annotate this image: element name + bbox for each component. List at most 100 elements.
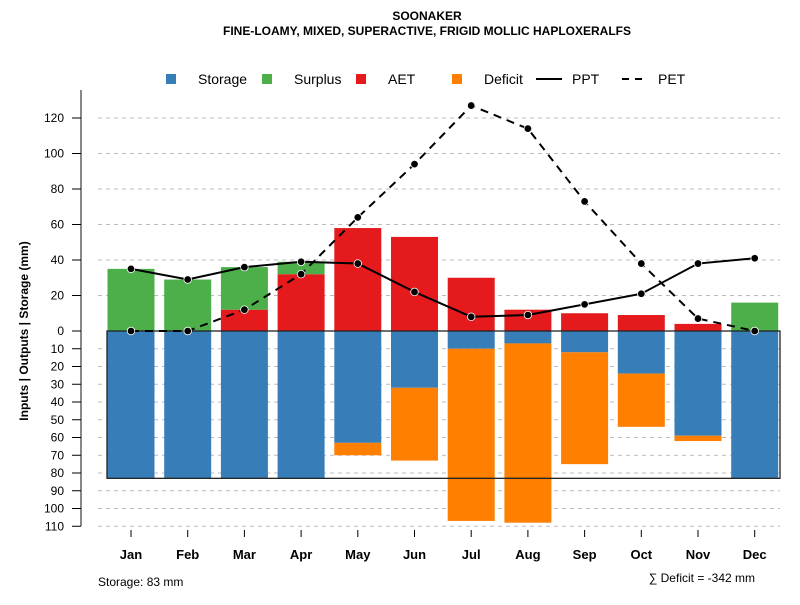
bar-surplus (220, 267, 268, 310)
bar-storage (674, 331, 722, 436)
x-tick-label: Apr (290, 547, 312, 562)
point-ppt (637, 289, 646, 298)
x-tick-label: Nov (686, 547, 711, 562)
y-tick-label: 0 (57, 324, 64, 338)
y-tick-label: 100 (44, 147, 64, 161)
y-tick-label: 40 (51, 395, 65, 409)
y-tick-label: 60 (51, 218, 65, 232)
x-tick-label: Dec (743, 547, 767, 562)
point-ppt (183, 275, 192, 284)
bar-deficit (504, 343, 552, 523)
point-pet (353, 213, 362, 222)
legend-label-ppt: PPT (572, 71, 600, 87)
point-ppt (580, 300, 589, 309)
y-tick-label: 90 (51, 484, 65, 498)
point-pet (410, 159, 419, 169)
x-tick-label: Mar (233, 547, 256, 562)
line-pet (131, 104, 755, 332)
y-tick-label: 10 (51, 342, 65, 356)
storage-capacity-box (106, 330, 781, 479)
y-tick-label: 30 (51, 377, 65, 391)
bar-deficit (447, 348, 495, 521)
point-ppt (410, 287, 419, 297)
point-ppt (353, 259, 362, 268)
line-ppt (130, 257, 755, 318)
y-tick-label: 80 (51, 182, 65, 196)
bar-storage (164, 331, 212, 479)
x-tick-label: Oct (630, 547, 652, 562)
point-ppt (523, 310, 533, 320)
legend-label-surplus: Surplus (294, 71, 341, 87)
legend-label-aet: AET (388, 71, 416, 87)
x-tick-label: Sep (573, 547, 597, 562)
point-ppt (750, 254, 759, 263)
chart-title: SOONAKER (392, 9, 462, 23)
bar-storage (391, 331, 438, 388)
bar-aet (674, 323, 722, 331)
point-ppt (240, 262, 249, 272)
bar-aet (447, 277, 495, 331)
y-tick-label: 40 (51, 253, 65, 267)
bar-surplus (164, 279, 212, 331)
legend-swatch-surplus (262, 74, 272, 84)
legend-label-pet: PET (658, 71, 686, 87)
bar-surplus (277, 261, 325, 275)
bar-aet (617, 315, 665, 331)
x-tick-label: Aug (515, 547, 540, 562)
y-tick-label: 110 (45, 519, 64, 533)
point-pet (693, 314, 703, 323)
bar-storage (334, 331, 382, 443)
point-ppt (126, 264, 136, 274)
bar-storage (220, 331, 268, 479)
point-pet (183, 326, 192, 336)
x-tick-label: Jun (403, 547, 426, 562)
bar-storage (504, 331, 552, 344)
y-tick-label: 20 (51, 289, 65, 303)
point-pet (637, 259, 646, 268)
bar-aet (561, 313, 609, 331)
bar-surplus (731, 302, 779, 331)
point-pet (126, 326, 136, 336)
point-pet (750, 326, 759, 336)
point-ppt (467, 312, 476, 321)
bar-surplus (107, 268, 155, 331)
x-tick-label: May (345, 547, 371, 562)
y-tick-label: 20 (51, 360, 65, 374)
point-pet (523, 124, 533, 133)
x-tick-label: Jul (462, 547, 481, 562)
y-tick-label: 120 (44, 111, 64, 125)
point-ppt (693, 259, 703, 268)
bar-storage (447, 331, 495, 349)
bar-deficit (391, 387, 438, 461)
x-tick-label: Feb (176, 547, 199, 562)
legend-swatch-storage (166, 74, 176, 84)
bar-storage (617, 331, 665, 374)
deficit-annotation: ∑ Deficit = -342 mm (649, 571, 755, 585)
y-tick-label: 70 (51, 448, 65, 462)
bar-deficit (674, 435, 722, 442)
y-axis-label: Inputs | Outputs | Storage (mm) (17, 241, 31, 420)
point-ppt (296, 257, 306, 266)
legend-swatch-aet (356, 74, 366, 84)
point-pet (467, 101, 476, 110)
bar-storage (561, 331, 609, 353)
legend-swatch-deficit (452, 74, 462, 84)
y-tick-label: 50 (51, 413, 65, 427)
y-tick-label: 60 (51, 431, 65, 445)
point-pet (580, 197, 589, 206)
x-tick-label: Jan (120, 547, 142, 562)
legend-label-deficit: Deficit (484, 71, 523, 87)
bar-storage (107, 331, 155, 479)
chart-subtitle: FINE-LOAMY, MIXED, SUPERACTIVE, FRIGID M… (223, 24, 631, 38)
bar-storage (277, 331, 325, 479)
bar-aet (334, 228, 382, 331)
storage-annotation: Storage: 83 mm (98, 575, 183, 589)
y-tick-label: 100 (44, 502, 64, 516)
bar-aet (277, 274, 325, 331)
legend-label-storage: Storage (198, 71, 247, 87)
point-pet (240, 305, 249, 314)
bar-deficit (561, 352, 609, 465)
bar-storage (731, 331, 779, 479)
point-pet (296, 270, 306, 279)
